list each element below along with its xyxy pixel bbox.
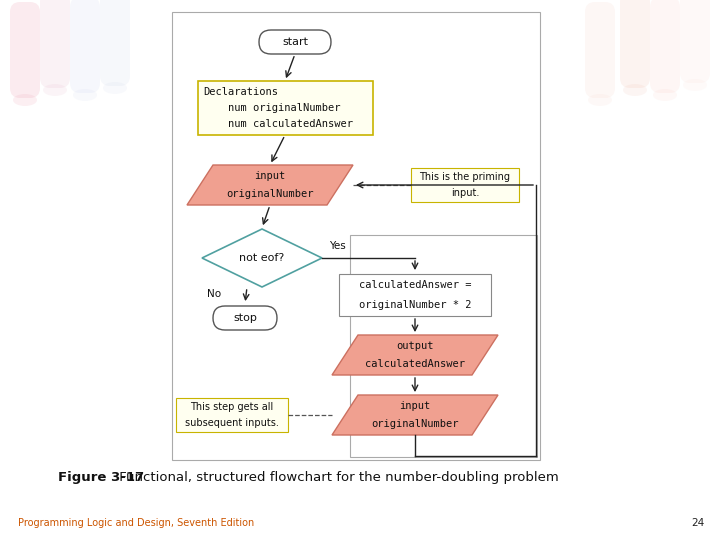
Text: not eof?: not eof?: [239, 253, 284, 263]
Text: input: input: [254, 171, 286, 181]
Polygon shape: [332, 395, 498, 435]
Ellipse shape: [73, 89, 97, 101]
Text: originalNumber: originalNumber: [226, 189, 314, 199]
Ellipse shape: [43, 84, 67, 96]
Text: originalNumber: originalNumber: [372, 419, 459, 429]
Polygon shape: [187, 165, 353, 205]
Bar: [339, 274, 491, 316]
FancyBboxPatch shape: [585, 2, 615, 98]
Text: subsequent inputs.: subsequent inputs.: [185, 418, 279, 428]
Ellipse shape: [623, 84, 647, 96]
Text: No: No: [207, 289, 221, 299]
Polygon shape: [202, 229, 322, 287]
FancyBboxPatch shape: [650, 0, 680, 93]
Text: originalNumber * 2: originalNumber * 2: [359, 300, 472, 310]
Bar: [411, 168, 519, 202]
Ellipse shape: [103, 82, 127, 94]
Ellipse shape: [13, 94, 37, 106]
Text: input: input: [400, 401, 431, 411]
FancyBboxPatch shape: [40, 0, 70, 88]
Text: Yes: Yes: [328, 241, 346, 251]
FancyBboxPatch shape: [100, 0, 130, 86]
Ellipse shape: [683, 79, 707, 91]
Text: Declarations: Declarations: [203, 87, 278, 97]
Text: Figure 3-17: Figure 3-17: [58, 471, 144, 484]
Text: start: start: [282, 37, 308, 47]
Ellipse shape: [588, 94, 612, 106]
FancyBboxPatch shape: [259, 30, 331, 54]
Text: input.: input.: [451, 188, 480, 198]
FancyBboxPatch shape: [620, 0, 650, 88]
Text: This is the priming: This is the priming: [420, 172, 510, 182]
FancyBboxPatch shape: [213, 306, 277, 330]
Text: stop: stop: [233, 313, 257, 323]
FancyBboxPatch shape: [70, 0, 100, 93]
Polygon shape: [332, 335, 498, 375]
FancyBboxPatch shape: [10, 2, 40, 98]
Text: Functional, structured flowchart for the number-doubling problem: Functional, structured flowchart for the…: [115, 471, 559, 484]
Text: num originalNumber: num originalNumber: [203, 103, 341, 113]
FancyBboxPatch shape: [680, 0, 710, 83]
Bar: [350, 235, 537, 457]
Text: num calculatedAnswer: num calculatedAnswer: [203, 119, 353, 129]
Text: 24: 24: [692, 518, 705, 528]
Text: calculatedAnswer: calculatedAnswer: [365, 359, 465, 369]
Bar: [197, 81, 372, 135]
Ellipse shape: [653, 89, 677, 101]
Bar: [172, 12, 540, 460]
Bar: [176, 398, 288, 432]
Text: output: output: [396, 341, 433, 351]
Text: This step gets all: This step gets all: [190, 402, 274, 412]
Text: calculatedAnswer =: calculatedAnswer =: [359, 280, 472, 290]
Text: Programming Logic and Design, Seventh Edition: Programming Logic and Design, Seventh Ed…: [18, 518, 254, 528]
